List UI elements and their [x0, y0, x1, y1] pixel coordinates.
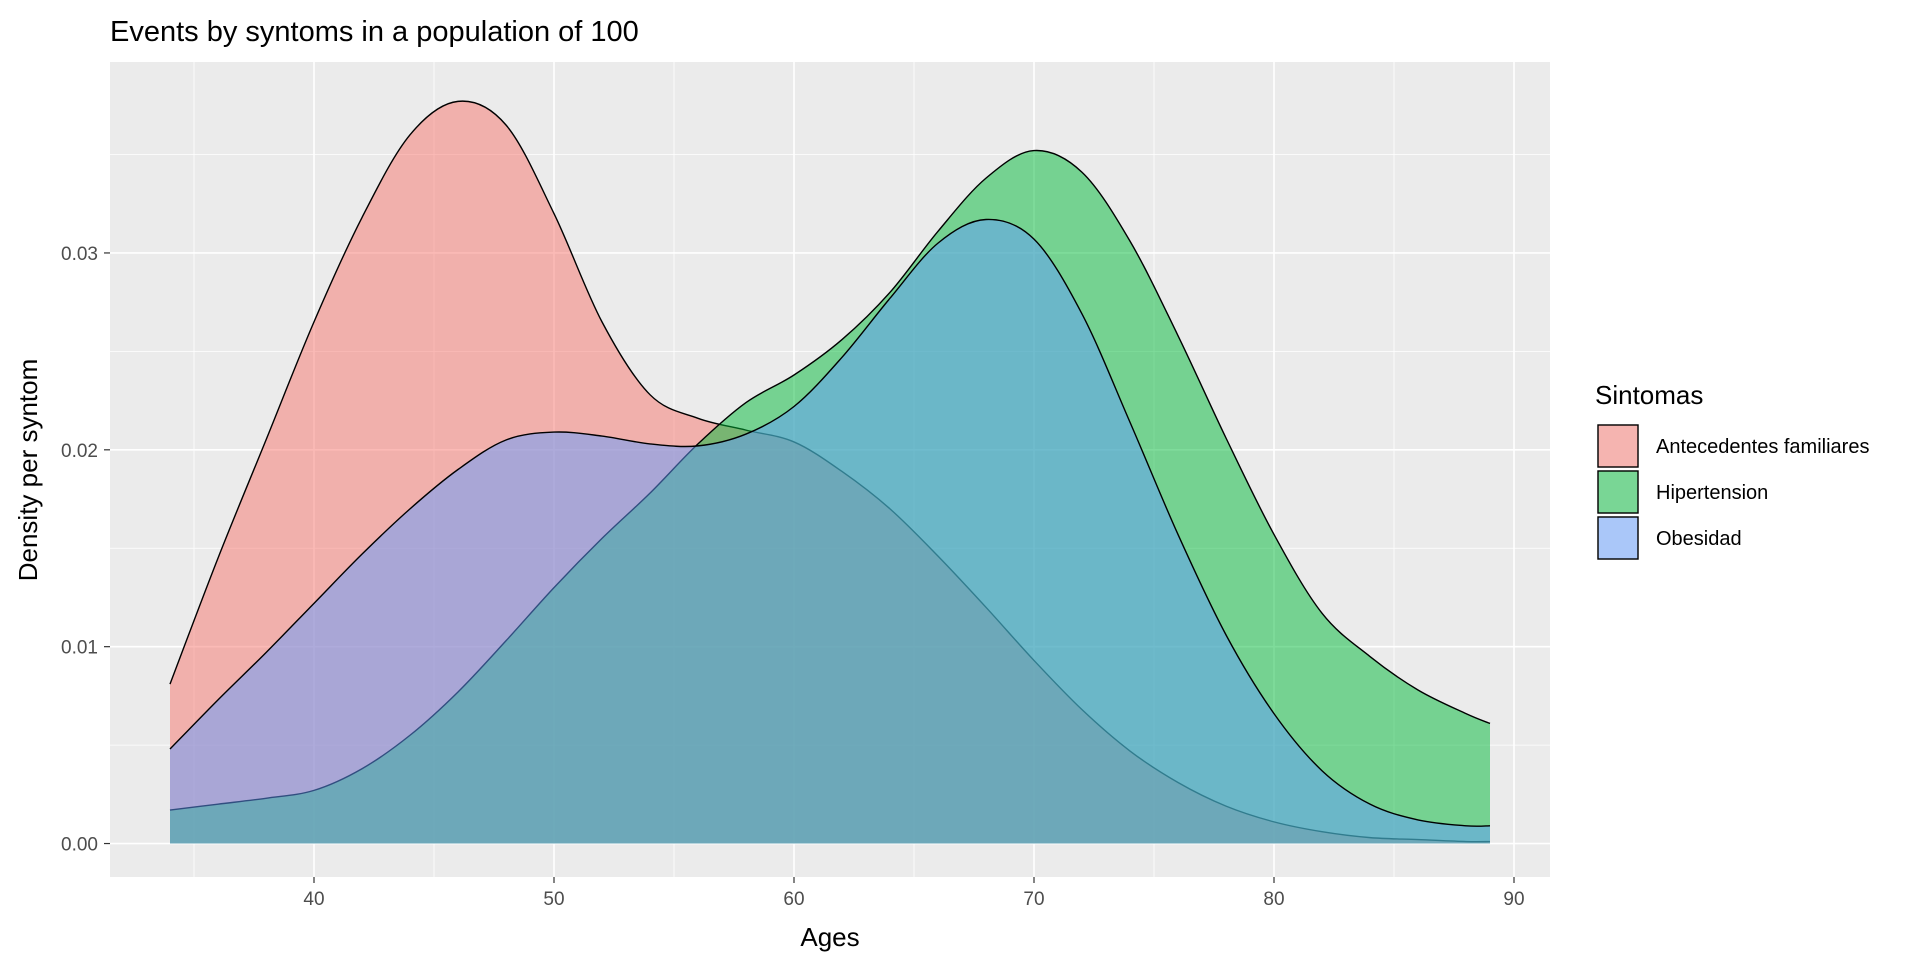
y-tick-label: 0.01: [61, 638, 98, 659]
x-tick-label: 90: [1503, 889, 1524, 910]
chart-title: Events by syntoms in a population of 100: [110, 16, 639, 48]
y-axis-title: Density per syntom: [13, 359, 43, 582]
x-tick-label: 50: [543, 889, 564, 910]
density-area-obesidad: [170, 219, 1490, 844]
legend-label: Hipertension: [1656, 482, 1768, 504]
density-line-obesidad: [169, 218, 1491, 827]
y-tick-label: 0.00: [61, 835, 98, 856]
legend-key: [1597, 470, 1639, 514]
legend-label: Obesidad: [1656, 528, 1742, 550]
x-tick-label: 80: [1263, 889, 1284, 910]
legend-label: Antecedentes familiares: [1656, 436, 1869, 458]
x-tick-label: 40: [303, 889, 324, 910]
legend-key: [1597, 516, 1639, 560]
y-tick-label: 0.02: [61, 441, 98, 462]
y-tick-label: 0.03: [61, 244, 98, 265]
legend-title: Sintomas: [1595, 380, 1703, 410]
x-tick-label: 70: [1023, 889, 1044, 910]
legend: Sintomas Antecedentes familiares Hiperten…: [1595, 380, 1869, 560]
legend-key: [1597, 424, 1639, 468]
x-axis-title: Ages: [800, 922, 859, 952]
x-tick-label: 60: [783, 889, 804, 910]
